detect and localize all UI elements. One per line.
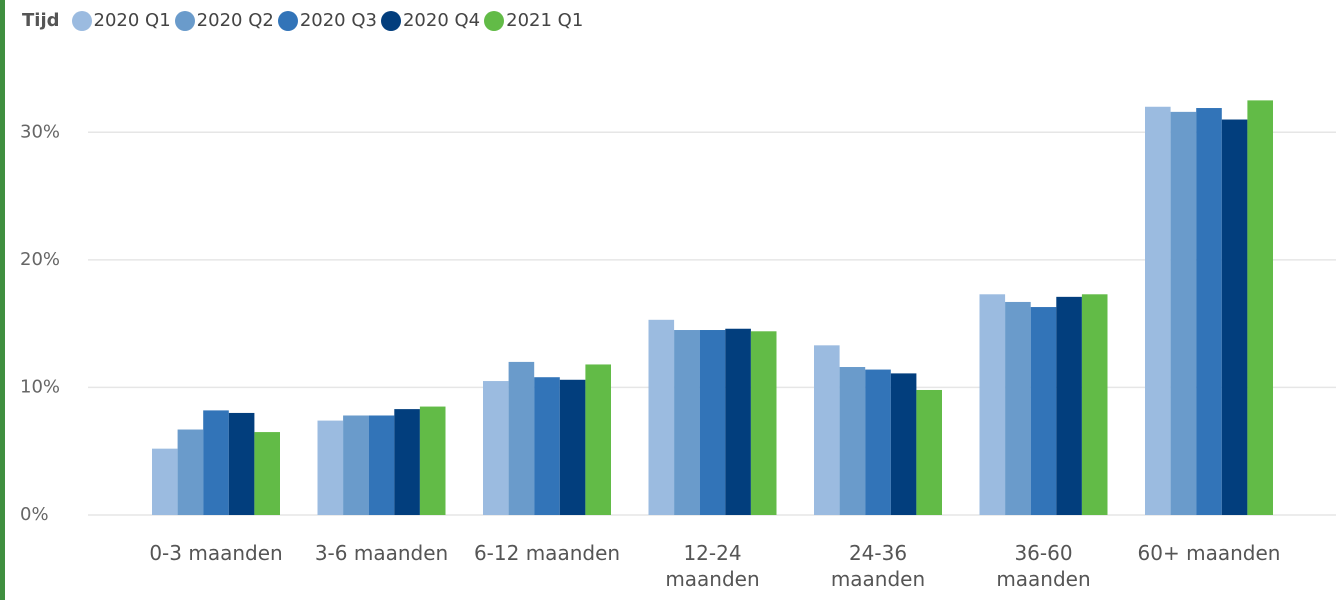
- x-tick-label: 12-24 maanden: [665, 541, 760, 591]
- bar: [368, 415, 395, 515]
- x-tick-label: 60+ maanden: [1137, 541, 1281, 565]
- legend-swatch: [484, 10, 505, 31]
- bar: [483, 381, 509, 515]
- bar: [1145, 106, 1171, 516]
- legend-item: 2020 Q3: [277, 10, 377, 31]
- bar: [1005, 301, 1031, 515]
- legend-label: 2020 Q2: [196, 10, 274, 31]
- bar: [152, 448, 178, 515]
- legend-swatch: [380, 10, 401, 31]
- bar: [419, 406, 446, 515]
- bar: [1247, 100, 1273, 515]
- legend-label: 2020 Q3: [299, 10, 377, 31]
- bar: [814, 345, 840, 515]
- bar: [559, 379, 586, 515]
- bar: [648, 319, 675, 515]
- bar: [394, 409, 420, 515]
- legend-item: 2020 Q2: [174, 10, 274, 31]
- bar: [1221, 119, 1248, 516]
- x-tick-label: 6-12 maanden: [473, 541, 621, 565]
- legend-label: 2020 Q4: [402, 10, 481, 31]
- legend-swatch: [174, 10, 195, 31]
- bar: [508, 361, 535, 515]
- y-tick-label: 30%: [20, 121, 60, 142]
- x-tick-label: 36-60 maanden: [996, 541, 1091, 591]
- x-tick-label: 3-6 maanden: [314, 541, 449, 565]
- y-tick-label: 10%: [20, 376, 60, 397]
- bar: [1030, 307, 1057, 515]
- legend-title: Tijd: [22, 10, 60, 31]
- bar: [1081, 294, 1108, 515]
- bar: [1170, 111, 1197, 516]
- legend-swatch: [277, 10, 298, 31]
- x-tick-label: 0-3 maanden: [149, 541, 283, 565]
- bar: [699, 330, 726, 515]
- edge-bar: [0, 0, 5, 600]
- bar: [979, 294, 1006, 515]
- bar: [534, 377, 560, 515]
- bar: [839, 367, 866, 515]
- bar: [203, 410, 229, 515]
- y-tick-label: 20%: [20, 249, 60, 270]
- bar: [228, 412, 255, 515]
- bar: [674, 330, 700, 515]
- bar: [865, 369, 891, 515]
- bar: [890, 373, 917, 515]
- bar: [725, 328, 751, 515]
- bar: [177, 429, 204, 515]
- bar: [1056, 296, 1082, 515]
- y-tick-label: 0%: [20, 504, 49, 525]
- legend-label: 2021 Q1: [506, 10, 584, 31]
- bar: [585, 364, 611, 515]
- legend-swatch: [71, 10, 92, 31]
- x-tick-label: 24-36 maanden: [830, 541, 926, 591]
- bar: [916, 389, 942, 515]
- bar: [1196, 108, 1222, 516]
- bar: [254, 432, 280, 515]
- legend: Tijd 2020 Q1 2020 Q2 2020 Q3 2020 Q4 2021 Q1: [22, 10, 587, 31]
- legend-label: 2020 Q1: [93, 10, 171, 31]
- legend-item: 2020 Q4: [380, 10, 481, 31]
- legend-item: 2020 Q1: [71, 10, 171, 31]
- bar: [317, 420, 344, 515]
- bar: [343, 415, 369, 515]
- legend-item: 2021 Q1: [484, 10, 583, 31]
- bar: [750, 331, 777, 515]
